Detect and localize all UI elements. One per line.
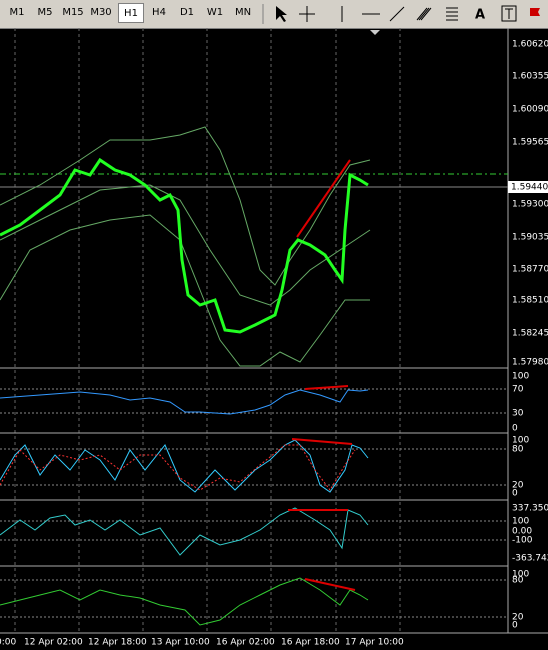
indicator-label: 100 <box>512 436 529 446</box>
indicator-label: 80 <box>512 576 524 586</box>
price-label: 1.59300 <box>512 200 548 210</box>
timeframe-button[interactable]: M5 <box>37 7 53 18</box>
timeframe-button[interactable]: M15 <box>62 7 84 18</box>
indicator-label: 100 <box>512 570 529 580</box>
text-tool[interactable]: A <box>475 8 485 23</box>
price-label: 1.60090 <box>512 105 548 115</box>
indicator-label: 80 <box>512 445 524 455</box>
price-label: 1.59035 <box>512 233 548 243</box>
current-price-label: 1.59440 <box>511 183 548 193</box>
indicator-label: 70 <box>512 385 524 395</box>
indicator-label: 20 <box>512 481 524 491</box>
indicator-label: 100 <box>512 372 529 382</box>
toolbar-icons: A <box>262 4 540 24</box>
timeframe-button[interactable]: H1 <box>118 3 144 23</box>
indicator-label: 0 <box>512 621 518 631</box>
chart-area: 1.60620 1.60355 1.60090 1.59565 1.59300 1.590… <box>0 28 548 648</box>
time-label: 0:00 <box>0 638 16 648</box>
indicator-label: 0 <box>512 424 518 434</box>
time-label: 13 Apr 10:00 <box>151 638 210 648</box>
indicator-label: 0 <box>512 489 518 499</box>
timeframe-button[interactable]: M1 <box>9 7 25 18</box>
price-label: 1.58510 <box>512 296 548 306</box>
time-label: 12 Apr 02:00 <box>24 638 83 648</box>
price-label: 1.57980 <box>512 358 548 368</box>
indicator-label: -100 <box>512 536 533 546</box>
timeframe-button[interactable]: M30 <box>90 7 112 18</box>
indicator-label: 337.3504 <box>512 504 548 514</box>
time-label: 16 Apr 02:00 <box>216 638 275 648</box>
price-label: 1.58770 <box>512 265 548 275</box>
timeframe-button[interactable]: D1 <box>179 7 195 18</box>
time-label: 17 Apr 10:00 <box>345 638 404 648</box>
toolbar: A M1 M5 M15 M30 H1 H4 D1 W1 MN <box>0 0 548 29</box>
price-label: 1.58245 <box>512 329 548 339</box>
indicator-label: 20 <box>512 613 524 623</box>
indicator-label: 0.00 <box>512 527 532 537</box>
price-label: 1.60620 <box>512 40 548 50</box>
indicator-label: -363.742 <box>512 554 548 564</box>
timeframe-button[interactable]: H4 <box>152 7 166 18</box>
price-label: 1.59565 <box>512 138 548 148</box>
time-label: 16 Apr 18:00 <box>281 638 340 648</box>
price-label: 1.60355 <box>512 72 548 82</box>
current-price-box <box>508 181 548 193</box>
timeframe-button[interactable]: MN <box>234 7 252 18</box>
time-label: 12 Apr 18:00 <box>88 638 147 648</box>
timeframe-button[interactable]: W1 <box>206 7 224 18</box>
indicator-label: 30 <box>512 409 524 419</box>
indicator-label: 100 <box>512 517 529 527</box>
